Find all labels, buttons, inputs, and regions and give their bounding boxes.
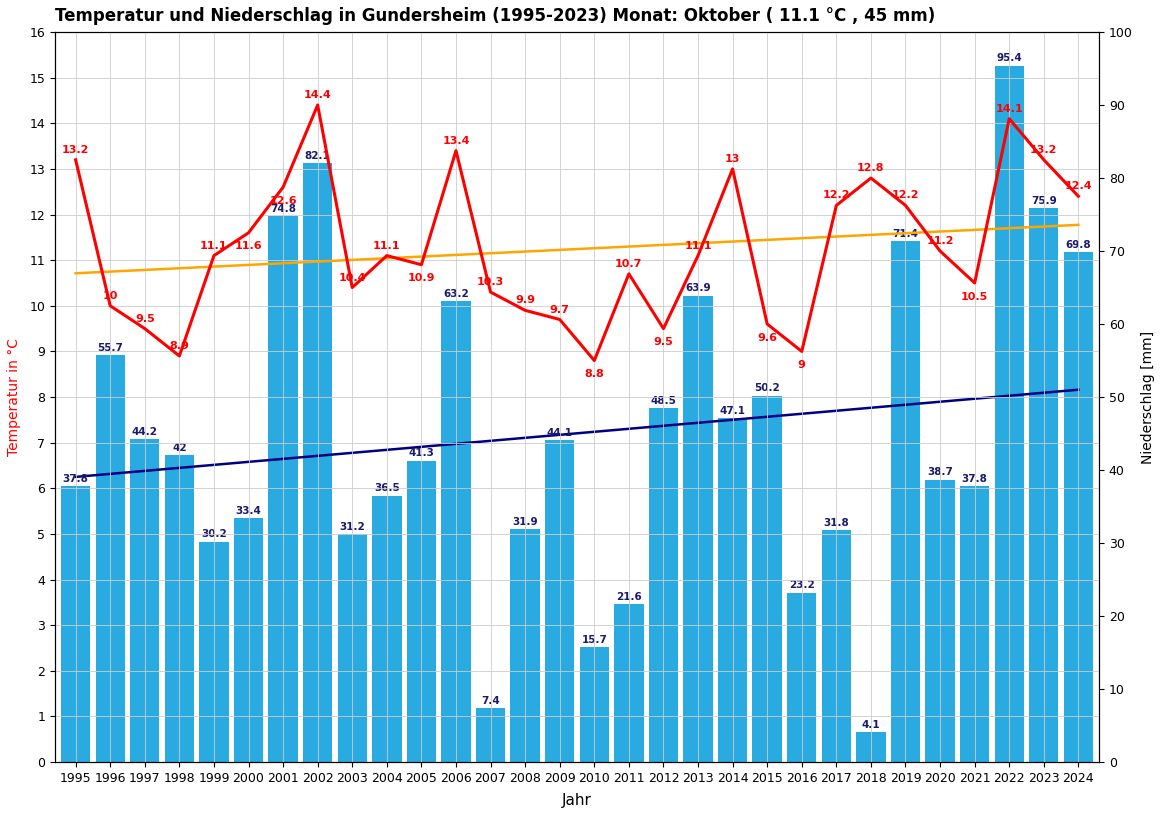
Bar [580, 647, 609, 762]
Text: 69.8: 69.8 [1066, 240, 1091, 250]
Text: 55.7: 55.7 [98, 343, 123, 353]
Text: 31.9: 31.9 [512, 517, 538, 527]
Bar [787, 593, 817, 762]
Text: 12.6: 12.6 [270, 196, 297, 206]
Bar [615, 605, 644, 762]
Bar [130, 439, 159, 762]
Bar [510, 529, 540, 762]
Text: 10: 10 [102, 291, 117, 301]
Bar [165, 456, 194, 762]
Text: 10.3: 10.3 [476, 277, 504, 287]
Text: 31.8: 31.8 [824, 518, 849, 527]
Bar [1030, 208, 1059, 762]
Text: 11.2: 11.2 [926, 236, 954, 246]
Bar [407, 460, 436, 762]
Bar [960, 486, 989, 762]
Text: 82.1: 82.1 [304, 151, 330, 161]
Text: 13: 13 [725, 154, 740, 164]
Text: 23.2: 23.2 [789, 580, 815, 591]
Text: 63.9: 63.9 [686, 284, 711, 293]
Text: 12.4: 12.4 [1064, 182, 1092, 192]
Bar [545, 440, 574, 762]
Bar [822, 530, 851, 762]
Text: 13.2: 13.2 [1030, 145, 1057, 155]
Bar [995, 66, 1024, 762]
Bar [234, 518, 264, 762]
Text: 9.5: 9.5 [135, 314, 155, 324]
Text: 14.4: 14.4 [303, 90, 331, 100]
Text: 31.2: 31.2 [339, 522, 365, 532]
Text: 38.7: 38.7 [927, 467, 953, 478]
Text: 47.1: 47.1 [719, 406, 746, 416]
Text: 14.1: 14.1 [996, 104, 1023, 114]
Text: 21.6: 21.6 [616, 593, 641, 602]
Bar [683, 296, 712, 762]
Text: 9.6: 9.6 [758, 333, 777, 342]
Text: 48.5: 48.5 [651, 396, 676, 406]
Text: 30.2: 30.2 [201, 530, 227, 540]
Text: 71.4: 71.4 [892, 229, 918, 239]
Text: 13.2: 13.2 [62, 145, 89, 155]
Text: 9.7: 9.7 [550, 305, 569, 315]
Bar [891, 240, 920, 762]
Text: 10.9: 10.9 [408, 273, 435, 284]
Bar [337, 535, 367, 762]
Text: 12.2: 12.2 [823, 191, 851, 200]
Text: Temperatur und Niederschlag in Gundersheim (1995-2023) Monat: Oktober ( 11.1 °C : Temperatur und Niederschlag in Gundershe… [55, 7, 935, 25]
Bar [1063, 253, 1093, 762]
Text: 33.4: 33.4 [236, 506, 261, 516]
Bar [303, 163, 332, 762]
Text: 44.2: 44.2 [131, 427, 158, 437]
Text: 10.5: 10.5 [961, 292, 988, 302]
Bar [718, 418, 747, 762]
Text: 11.6: 11.6 [235, 241, 263, 252]
Text: 44.1: 44.1 [546, 428, 573, 438]
Text: 95.4: 95.4 [996, 54, 1023, 64]
Text: 4.1: 4.1 [861, 720, 881, 730]
Text: 63.2: 63.2 [443, 289, 468, 298]
Bar [60, 486, 91, 762]
Bar [372, 496, 402, 762]
Bar [268, 216, 297, 762]
X-axis label: Jahr: Jahr [562, 793, 591, 808]
Text: 11.1: 11.1 [684, 240, 712, 251]
Text: 8.9: 8.9 [170, 341, 189, 351]
Bar [442, 301, 471, 762]
Bar [476, 708, 505, 762]
Text: 74.8: 74.8 [270, 204, 296, 214]
Text: 15.7: 15.7 [581, 635, 608, 645]
Text: 11.1: 11.1 [373, 240, 401, 251]
Text: 42: 42 [172, 443, 187, 453]
Text: 10.4: 10.4 [338, 272, 366, 283]
Bar [753, 395, 782, 762]
Text: 11.1: 11.1 [200, 240, 228, 251]
Y-axis label: Temperatur in °C: Temperatur in °C [7, 338, 21, 456]
Text: 75.9: 75.9 [1031, 196, 1056, 206]
Text: 12.2: 12.2 [891, 191, 919, 200]
Bar [95, 355, 124, 762]
Bar [856, 732, 885, 762]
Text: 9: 9 [798, 360, 805, 370]
Text: 9.9: 9.9 [515, 295, 536, 306]
Text: 37.8: 37.8 [962, 474, 988, 484]
Text: 50.2: 50.2 [754, 383, 780, 394]
Text: 13.4: 13.4 [443, 136, 469, 146]
Text: 37.8: 37.8 [63, 474, 88, 484]
Bar [925, 479, 955, 762]
Text: 7.4: 7.4 [481, 696, 500, 706]
Text: 36.5: 36.5 [374, 483, 400, 493]
Bar [199, 541, 229, 762]
Text: 41.3: 41.3 [409, 448, 435, 458]
Text: 10.7: 10.7 [615, 259, 643, 269]
Y-axis label: Niederschlag [mm]: Niederschlag [mm] [1141, 330, 1155, 464]
Text: 9.5: 9.5 [653, 337, 673, 347]
Text: 8.8: 8.8 [584, 369, 604, 379]
Bar [648, 408, 679, 762]
Text: 12.8: 12.8 [858, 163, 884, 173]
